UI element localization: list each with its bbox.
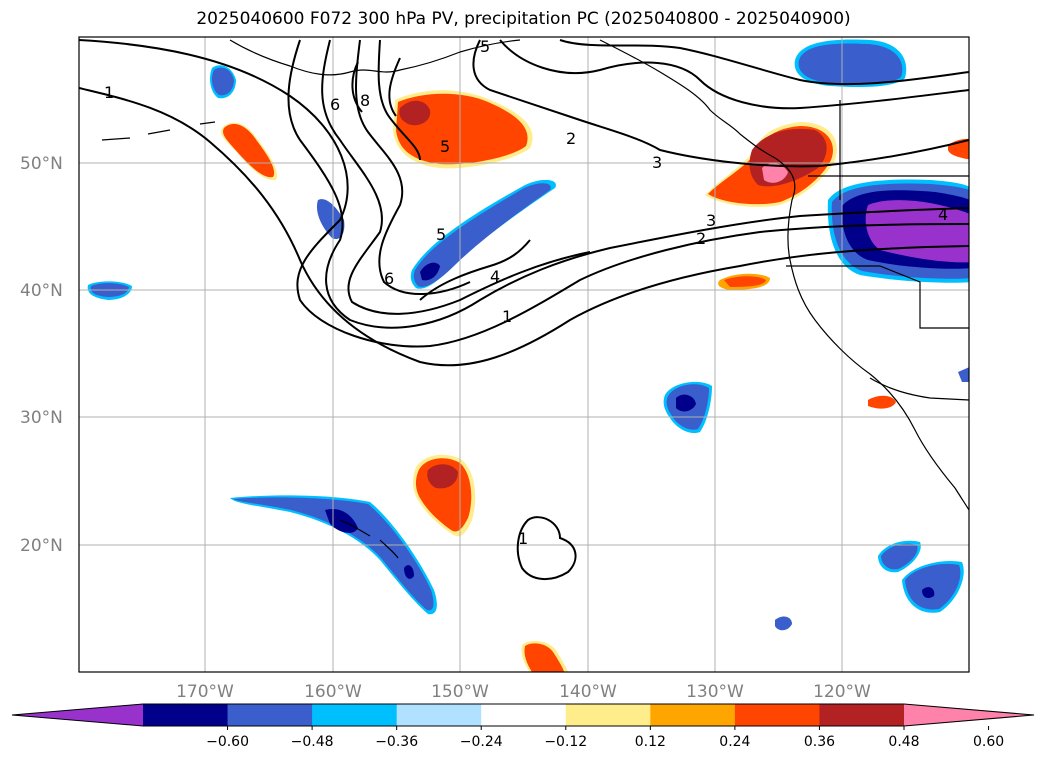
colorbar-segment	[481, 704, 567, 726]
precip-field-negative-scattered	[87, 65, 969, 631]
map-title: 2025040600 F072 300 hPa PV, precipitatio…	[196, 9, 851, 29]
contour-label: 6	[330, 95, 340, 114]
colorbar-segment	[650, 704, 736, 726]
contour-label: 1	[518, 529, 528, 548]
longitude-labels: 170°W 160°W 150°W 140°W 130°W 120°W	[176, 682, 871, 702]
lon-label: 130°W	[686, 682, 744, 702]
latitude-labels: 50°N 40°N 30°N 20°N	[20, 154, 63, 556]
colorbar-segment	[143, 704, 229, 726]
contour-label: 2	[566, 129, 576, 148]
colorbar-tick-label: −0.60	[206, 734, 249, 750]
lon-label: 140°W	[559, 682, 617, 702]
colorbar-tick-label: −0.48	[291, 734, 334, 750]
contour-label: 5	[436, 225, 446, 244]
precip-field-canada-negative	[794, 39, 907, 88]
contour-label: 4	[490, 267, 500, 286]
colorbar-tick-label: 0.48	[888, 734, 919, 750]
colorbar-segment	[734, 704, 820, 726]
precip-field-west-us-negative	[827, 179, 969, 283]
colorbar-tick-label: 0.60	[973, 734, 1004, 750]
colorbar-tick-label: 0.24	[719, 734, 750, 750]
lon-label: 170°W	[176, 682, 234, 702]
lon-label: 120°W	[813, 682, 871, 702]
precip-field-gulf-alaska	[393, 90, 533, 169]
contour-label: 2	[696, 229, 706, 248]
colorbar-extend-max	[904, 704, 1034, 726]
colorbar-segment	[819, 704, 905, 726]
colorbar-tick-label: −0.24	[460, 734, 503, 750]
lon-label: 160°W	[304, 682, 362, 702]
contour-label: 4	[938, 205, 948, 224]
colorbar-segment	[565, 704, 651, 726]
lon-label: 150°W	[431, 682, 489, 702]
colorbar-tick-label: 0.12	[635, 734, 666, 750]
lat-label: 50°N	[20, 154, 63, 174]
contour-labels: 1 5 6 8 5 2 3 3 2 5 4 6 4 1 1	[104, 37, 948, 548]
contour-label: 5	[440, 137, 450, 156]
contour-label: 3	[706, 211, 716, 230]
colorbar: −0.60 −0.48 −0.36 −0.24 −0.12 0.12 0.24 0.36 0.4…	[11, 703, 1035, 750]
pv-contours	[79, 39, 969, 580]
contour-label: 6	[384, 269, 394, 288]
lat-label: 40°N	[20, 281, 63, 301]
lat-label: 30°N	[20, 408, 63, 428]
colorbar-tick-label: −0.12	[544, 734, 587, 750]
precip-field-positive-west	[221, 122, 278, 181]
contour-label: 5	[480, 37, 490, 56]
colorbar-extend-min	[12, 704, 143, 726]
gridlines	[79, 37, 969, 672]
contour-label: 3	[652, 153, 662, 172]
contour-label: 1	[502, 307, 512, 326]
colorbar-tick-label: 0.36	[804, 734, 835, 750]
map-frame	[78, 36, 970, 673]
lat-label: 20°N	[20, 536, 63, 556]
colorbar-segment	[396, 704, 482, 726]
colorbar-segment	[312, 704, 398, 726]
contour-label: 8	[360, 91, 370, 110]
colorbar-outline	[11, 703, 1035, 727]
colorbar-tick-label: −0.36	[375, 734, 418, 750]
contour-label: 1	[104, 83, 114, 102]
coastlines	[101, 39, 969, 559]
colorbar-segment	[227, 704, 313, 726]
